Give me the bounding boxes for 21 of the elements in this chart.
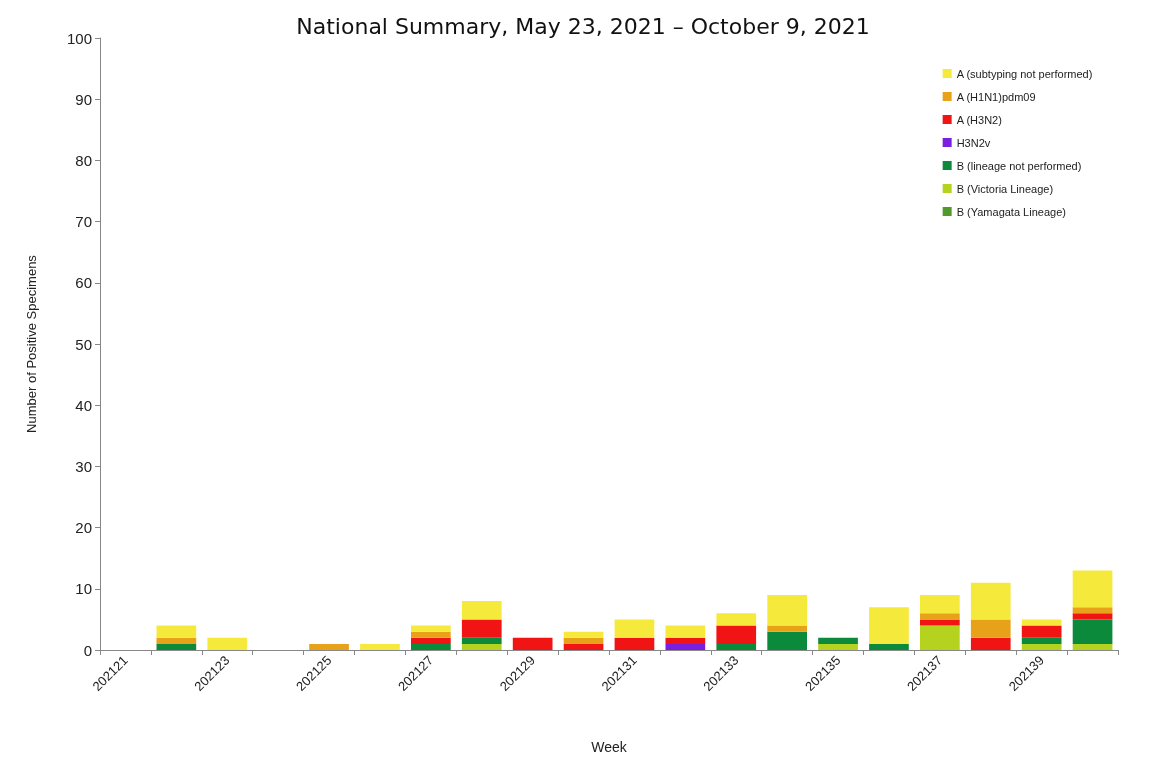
chart-title: National Summary, May 23, 2021 – October 9, 2021 — [296, 13, 870, 39]
y-tick-label: 10 — [75, 580, 92, 598]
y-tick-label: 90 — [75, 90, 92, 108]
y-tick-label: 70 — [75, 213, 92, 231]
y-tick-label: 0 — [83, 641, 92, 659]
y-tick-label: 100 — [66, 29, 92, 47]
legend-label: B (Yamagata Lineage) — [956, 205, 1066, 218]
x-axis-title: Week — [591, 739, 628, 755]
y-tick-label: 60 — [75, 274, 92, 292]
y-tick-label: 30 — [75, 457, 92, 475]
y-tick-label: 50 — [75, 335, 92, 353]
y-axis-title: Number of Positive Specimens — [24, 254, 39, 433]
legend-label: H3N2v — [956, 136, 991, 149]
legend-label: B (lineage not performed) — [956, 159, 1082, 172]
y-tick-label: 80 — [75, 151, 92, 169]
legend-label: A (H3N2) — [956, 113, 1002, 126]
legend-label: A (subtyping not performed) — [956, 67, 1093, 80]
legend-label: B (Victoria Lineage) — [956, 182, 1054, 195]
legend-label: A (H1N1)pdm09 — [956, 90, 1036, 103]
y-tick-label: 20 — [75, 519, 92, 537]
y-tick-label: 40 — [75, 396, 92, 414]
